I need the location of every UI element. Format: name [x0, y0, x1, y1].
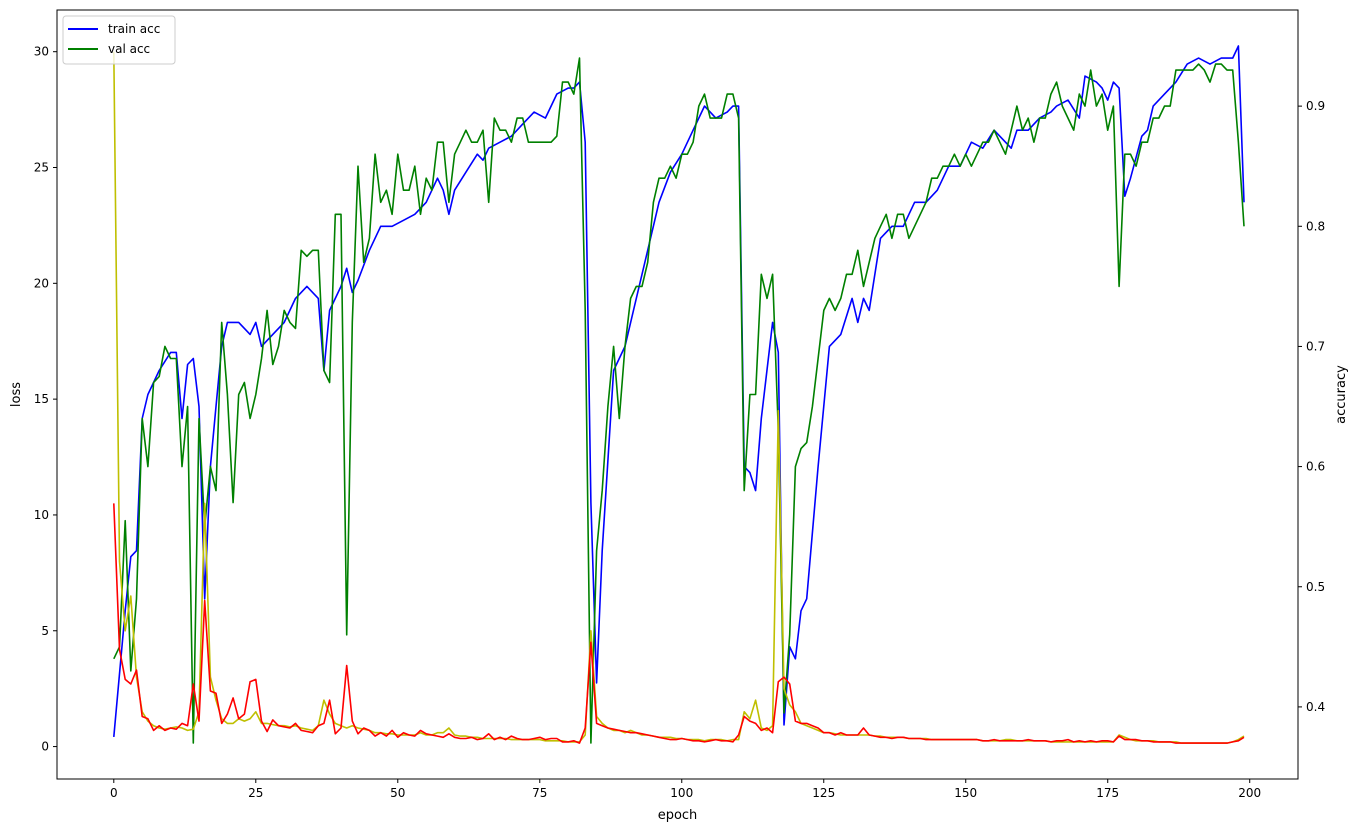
x-tick-label: 200	[1238, 786, 1261, 800]
x-tick-label: 75	[532, 786, 547, 800]
y-left-tick-label: 20	[34, 276, 49, 290]
legend-label-train-acc: train acc	[108, 22, 160, 36]
axis-labels: epoch loss accuracy	[9, 365, 1349, 823]
y-left-tick-label: 0	[41, 740, 49, 754]
y-right-tick-label: 0.4	[1306, 700, 1325, 714]
legend-label-val-acc: val acc	[108, 42, 150, 56]
y-right-tick-label: 0.9	[1306, 99, 1325, 113]
y-left-tick-label: 15	[34, 392, 49, 406]
train-acc-line	[113, 45, 1245, 737]
x-tick-label: 150	[954, 786, 977, 800]
y-left-tick-label: 25	[34, 161, 49, 175]
legend: train acc val acc	[62, 15, 176, 65]
plot-frame	[56, 9, 1299, 780]
y-axis-left-label: loss	[9, 382, 24, 407]
y-right-tick-label: 0.5	[1306, 580, 1325, 594]
x-axis-label: epoch	[658, 808, 698, 823]
x-tick-label: 50	[390, 786, 405, 800]
val-acc-line	[113, 57, 1245, 744]
y-left-tick-label: 10	[34, 508, 49, 522]
x-tick-label: 0	[110, 786, 118, 800]
y-left-tick-label: 30	[34, 45, 49, 59]
y-right-tick-label: 0.6	[1306, 460, 1325, 474]
x-tick-label: 100	[670, 786, 693, 800]
x-tick-label: 175	[1096, 786, 1119, 800]
x-tick-label: 25	[248, 786, 263, 800]
axes: 0 25 50 75 100 125 150 175 200 0 5 10 15 20 25 30 0.4 0.5…	[34, 9, 1325, 800]
x-tick-label: 125	[812, 786, 835, 800]
series-lines	[113, 45, 1245, 744]
y-right-tick-label: 0.8	[1306, 219, 1325, 233]
y-axis-right-label: accuracy	[1334, 365, 1349, 424]
y-left-tick-label: 5	[41, 624, 49, 638]
val-loss-line	[113, 503, 1245, 744]
y-right-tick-label: 0.7	[1306, 339, 1325, 353]
